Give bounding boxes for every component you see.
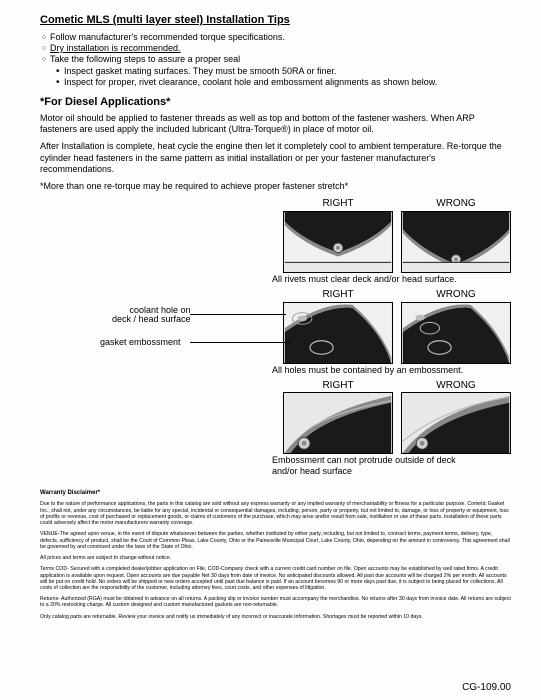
label-wrong: WRONG [401, 198, 511, 211]
panel-emboss-right [283, 302, 393, 364]
diesel-para: After Installation is complete, heat cyc… [40, 141, 511, 175]
label-right: RIGHT [283, 198, 393, 211]
disclaimer-para: Only catalog parts are returnable. Revie… [40, 614, 511, 620]
annot-line [190, 342, 290, 343]
caption-embossment: All holes must be contained by an emboss… [272, 365, 511, 376]
sub-tip-text: Inspect gasket mating surfaces. They mus… [64, 66, 511, 77]
diagrams-section: RIGHT WRONG [40, 198, 511, 476]
bullet-icon: ○ [42, 32, 50, 43]
annot-coolant: coolant hole ondeck / head surface [112, 306, 191, 326]
diesel-note: *More than one re-torque may be required… [40, 181, 511, 192]
label-wrong: WRONG [401, 380, 511, 393]
sub-tip: • Inspect for proper, rivet clearance, c… [56, 77, 511, 88]
tip-text: Dry installation is recommended. [50, 43, 511, 54]
panel-rivet-wrong [401, 211, 511, 273]
tip-text: Take the following steps to assure a pro… [50, 54, 511, 65]
caption-protrusion: Embossment can not protrude outside of d… [272, 455, 511, 476]
diesel-para: Motor oil should be applied to fastener … [40, 113, 511, 136]
disclaimer-para: Due to the nature of performance applica… [40, 501, 511, 526]
dot-icon: • [56, 77, 64, 88]
tip-text: Follow manufacturer's recommended torque… [50, 32, 511, 43]
tip-item: ○ Dry installation is recommended. [42, 43, 511, 54]
sub-tips: • Inspect gasket mating surfaces. They m… [56, 66, 511, 89]
tip-item: ○ Follow manufacturer's recommended torq… [42, 32, 511, 43]
disclaimer-para: Terms COD- Secured with a completed deal… [40, 566, 511, 591]
diagram-embossment: RIGHT WRONG coolant hole ondeck / head s… [40, 289, 511, 376]
diesel-heading: *For Diesel Applications* [40, 96, 511, 110]
disclaimer-para: Returns- Authorized (RGA) must be obtain… [40, 596, 511, 608]
caption-rivets: All rivets must clear deck and/or head s… [272, 274, 511, 285]
panel-protrude-right [283, 392, 393, 454]
label-wrong: WRONG [401, 289, 511, 302]
panel-protrude-wrong [401, 392, 511, 454]
panel-emboss-wrong [401, 302, 511, 364]
disclaimer-heading: Warranty Disclaimer* [40, 490, 511, 498]
annot-gasket: gasket embossment [100, 338, 181, 348]
bullet-icon: ○ [42, 54, 50, 65]
tip-item: ○ Take the following steps to assure a p… [42, 54, 511, 65]
dot-icon: • [56, 66, 64, 77]
disclaimer-para: VENUE-The agreed upon venue, in the even… [40, 531, 511, 550]
sub-tip: • Inspect gasket mating surfaces. They m… [56, 66, 511, 77]
panel-rivet-right [283, 211, 393, 273]
page-footer-code: CG-109.00 [462, 682, 511, 695]
sub-tip-text: Inspect for proper, rivet clearance, coo… [64, 77, 511, 88]
label-right: RIGHT [283, 289, 393, 302]
annot-line [190, 314, 286, 315]
tips-list: ○ Follow manufacturer's recommended torq… [42, 32, 511, 88]
diagram-protrusion: RIGHT WRONG [40, 380, 511, 476]
page-title: Cometic MLS (multi layer steel) Installa… [40, 14, 511, 28]
disclaimer-para: All prices and terms are subject to chan… [40, 555, 511, 561]
bullet-icon: ○ [42, 43, 50, 54]
label-right: RIGHT [283, 380, 393, 393]
diagram-rivets: RIGHT WRONG [40, 198, 511, 285]
